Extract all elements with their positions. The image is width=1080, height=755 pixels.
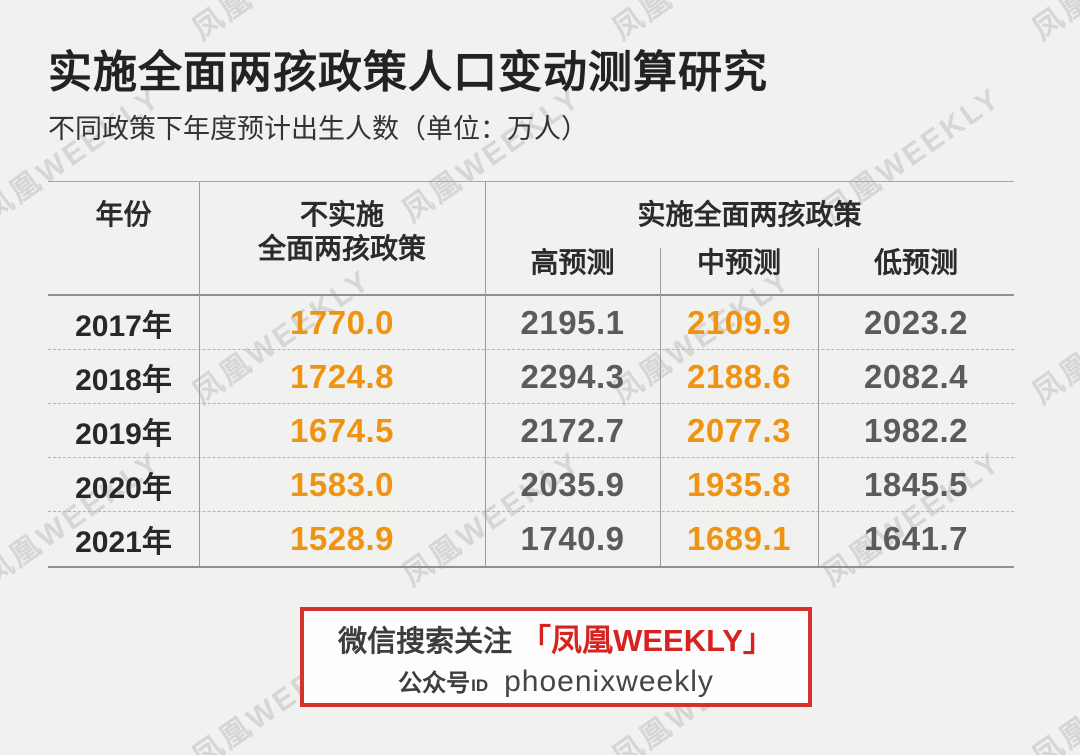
table-header: 年份 不实施 全面两孩政策 实施全面两孩政策 高预测 中预测 低预测: [48, 182, 1014, 296]
data-table: 年份 不实施 全面两孩政策 实施全面两孩政策 高预测 中预测 低预测 2017年…: [48, 181, 1014, 568]
table-row: 2018年 1724.8 2294.3 2188.6 2082.4: [48, 350, 1014, 404]
cell-year: 2020年: [75, 471, 172, 505]
cell-no-policy: 1674.5: [290, 411, 394, 449]
page-title: 实施全面两孩政策人口变动测算研究: [48, 48, 768, 97]
cell-low: 2082.4: [864, 357, 968, 395]
brand-name-text: 「凤凰WEEKLY」: [520, 623, 774, 658]
column-divider: [199, 182, 200, 566]
cell-no-policy: 1724.8: [290, 357, 394, 395]
col-header-mid: 中预测: [696, 247, 781, 278]
cell-no-policy: 1583.0: [290, 465, 394, 503]
col-header-policy-group: 实施全面两孩政策: [637, 199, 862, 230]
watermark-text: 凤凰WEEKLY: [1026, 627, 1080, 755]
table-row: 2019年 1674.5 2172.7 2077.3 1982.2: [48, 404, 1014, 458]
table-row: 2021年 1528.9 1740.9 1689.1 1641.7: [48, 512, 1014, 566]
account-id-label: ID: [471, 676, 489, 695]
col-header-year: 年份: [95, 199, 152, 230]
cell-mid: 1935.8: [687, 465, 791, 503]
account-label: 公众号: [398, 670, 471, 697]
col-header-no-policy-line1: 不实施: [299, 199, 384, 230]
col-header-low: 低预测: [873, 247, 958, 278]
table-body: 2017年 1770.0 2195.1 2109.9 2023.2 2018年 …: [48, 296, 1014, 566]
cell-high: 2035.9: [520, 465, 625, 503]
watermark-text: 凤凰WEEKLY: [182, 0, 379, 48]
cell-low: 1845.5: [864, 465, 968, 503]
cell-high: 2294.3: [520, 357, 625, 395]
column-divider: [485, 182, 486, 566]
cell-low: 1982.2: [864, 411, 968, 449]
col-header-no-policy-line2: 全面两孩政策: [257, 233, 426, 264]
cell-mid: 2109.9: [687, 303, 791, 341]
cell-mid: 2077.3: [687, 411, 791, 449]
watermark-text: 凤凰WEEKLY: [1022, 0, 1080, 48]
table-row: 2017年 1770.0 2195.1 2109.9 2023.2: [48, 296, 1014, 350]
col-header-high: 高预测: [530, 247, 615, 278]
column-divider: [660, 248, 661, 566]
cell-mid: 1689.1: [687, 520, 791, 557]
watermark-text: 凤凰WEEKLY: [1026, 263, 1080, 411]
page-subtitle: 不同政策下年度预计出生人数（单位：万人）: [48, 114, 588, 144]
cell-high: 1740.9: [520, 520, 625, 557]
cell-year: 2018年: [75, 363, 172, 397]
wechat-follow-line1: 微信搜索关注 「凤凰WEEKLY」: [338, 615, 774, 660]
wechat-search-text: 微信搜索关注: [338, 626, 513, 658]
cell-low: 2023.2: [864, 303, 968, 341]
col-header-no-policy: 不实施 全面两孩政策: [199, 198, 485, 266]
cell-no-policy: 1770.0: [290, 303, 394, 341]
account-id-value: phoenixweekly: [504, 665, 714, 698]
watermark-text: 凤凰WEEKLY: [602, 0, 799, 48]
wechat-follow-line2: 公众号 ID phoenixweekly: [398, 663, 714, 699]
cell-year: 2021年: [75, 526, 172, 559]
cell-high: 2172.7: [520, 411, 625, 449]
cell-no-policy: 1528.9: [290, 520, 394, 557]
cell-low: 1641.7: [864, 520, 968, 557]
column-divider: [818, 248, 819, 566]
cell-year: 2019年: [75, 417, 172, 451]
cell-year: 2017年: [75, 309, 172, 343]
table-row: 2020年 1583.0 2035.9 1935.8 1845.5: [48, 458, 1014, 512]
cell-mid: 2188.6: [687, 357, 791, 395]
wechat-follow-box: 微信搜索关注 「凤凰WEEKLY」 公众号 ID phoenixweekly: [300, 607, 812, 707]
cell-high: 2195.1: [520, 303, 625, 341]
